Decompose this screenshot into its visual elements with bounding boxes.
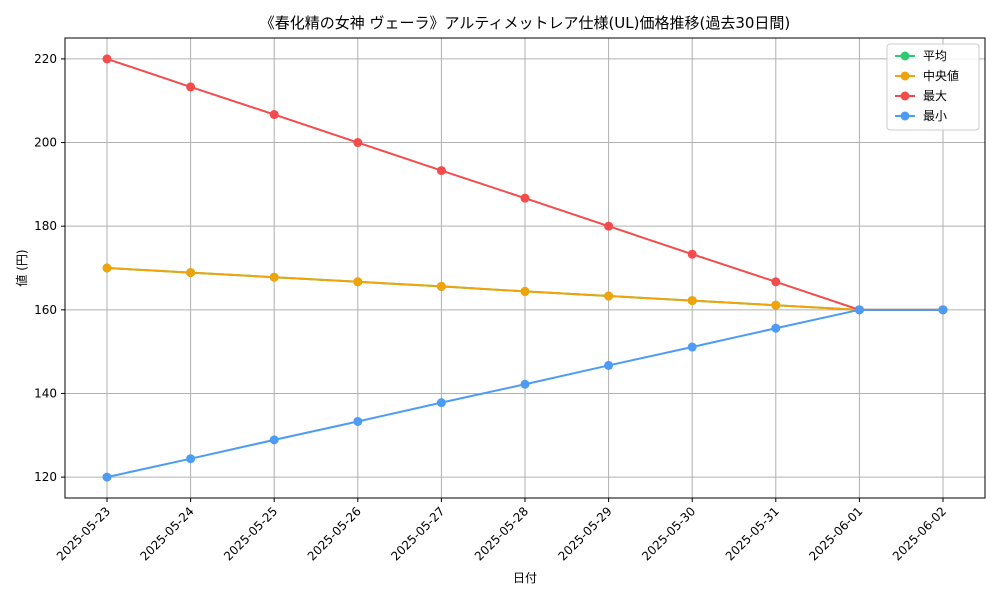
data-point xyxy=(269,272,279,282)
data-point xyxy=(687,249,697,259)
y-tick-label: 220 xyxy=(34,52,57,66)
x-tick-label: 2025-05-23 xyxy=(54,504,113,563)
legend-swatch-marker xyxy=(900,91,910,101)
x-tick-label: 2025-05-28 xyxy=(472,504,531,563)
data-point xyxy=(353,416,363,426)
legend-label: 平均 xyxy=(923,49,947,63)
x-tick-label: 2025-05-29 xyxy=(556,504,615,563)
chart-title: 《春化精の女神 ヴェーラ》アルティメットレア仕様(UL)価格推移(過去30日間) xyxy=(260,14,791,32)
x-tick-label: 2025-05-27 xyxy=(388,504,447,563)
y-tick-label: 160 xyxy=(34,303,57,317)
legend-label: 最大 xyxy=(923,89,947,103)
data-point xyxy=(436,166,446,176)
data-point xyxy=(938,305,948,315)
data-point xyxy=(436,398,446,408)
series-layer xyxy=(102,54,948,482)
data-point xyxy=(102,54,112,64)
legend-swatch-marker xyxy=(900,51,910,61)
data-point xyxy=(604,291,614,301)
data-point xyxy=(687,342,697,352)
series-3 xyxy=(102,305,948,482)
data-point xyxy=(102,472,112,482)
data-point xyxy=(604,360,614,370)
legend-item: 平均 xyxy=(895,49,947,63)
x-tick-label: 2025-06-01 xyxy=(806,504,865,563)
x-tick-label: 2025-05-26 xyxy=(305,504,364,563)
data-point xyxy=(520,379,530,389)
x-tick-label: 2025-05-30 xyxy=(639,504,698,563)
plot-frame xyxy=(64,37,986,499)
x-axis-label: 日付 xyxy=(513,571,537,585)
y-tick-label: 140 xyxy=(34,386,57,400)
data-point xyxy=(186,82,196,92)
legend-label: 中央値 xyxy=(923,68,959,83)
x-tick-label: 2025-05-24 xyxy=(138,504,197,563)
data-point xyxy=(186,268,196,278)
data-point xyxy=(604,221,614,231)
data-point xyxy=(436,281,446,291)
y-tick-label: 200 xyxy=(34,136,57,150)
legend-label: 最小 xyxy=(923,109,947,123)
y-tick-label: 180 xyxy=(34,219,57,233)
x-tick-label: 2025-06-02 xyxy=(890,504,949,563)
y-axis-ticks: 120 140 160 180 200 220 xyxy=(34,52,65,484)
data-point xyxy=(269,435,279,445)
y-axis-label: 値 (円) xyxy=(14,249,29,286)
data-point xyxy=(854,305,864,315)
data-point xyxy=(771,277,781,287)
x-tick-label: 2025-05-31 xyxy=(723,504,782,563)
data-point xyxy=(771,323,781,333)
data-point xyxy=(520,286,530,296)
data-point xyxy=(269,110,279,120)
data-point xyxy=(353,138,363,148)
legend-item: 最小 xyxy=(895,109,947,123)
legend-box xyxy=(886,43,980,131)
y-tick-label: 120 xyxy=(34,470,57,484)
legend-swatch-marker xyxy=(900,71,910,81)
legend-item: 最大 xyxy=(895,89,947,103)
x-axis-ticks: 2025-05-23 2025-05-24 2025-05-25 2025-05-26… xyxy=(54,498,949,563)
data-point xyxy=(771,300,781,310)
legend-swatch-marker xyxy=(900,111,910,121)
x-tick-label: 2025-05-25 xyxy=(221,504,280,563)
legend-item: 中央値 xyxy=(895,68,959,83)
data-point xyxy=(520,193,530,203)
data-point xyxy=(353,277,363,287)
data-point xyxy=(687,296,697,306)
grid xyxy=(65,38,985,498)
data-point xyxy=(186,454,196,464)
data-point xyxy=(102,263,112,273)
